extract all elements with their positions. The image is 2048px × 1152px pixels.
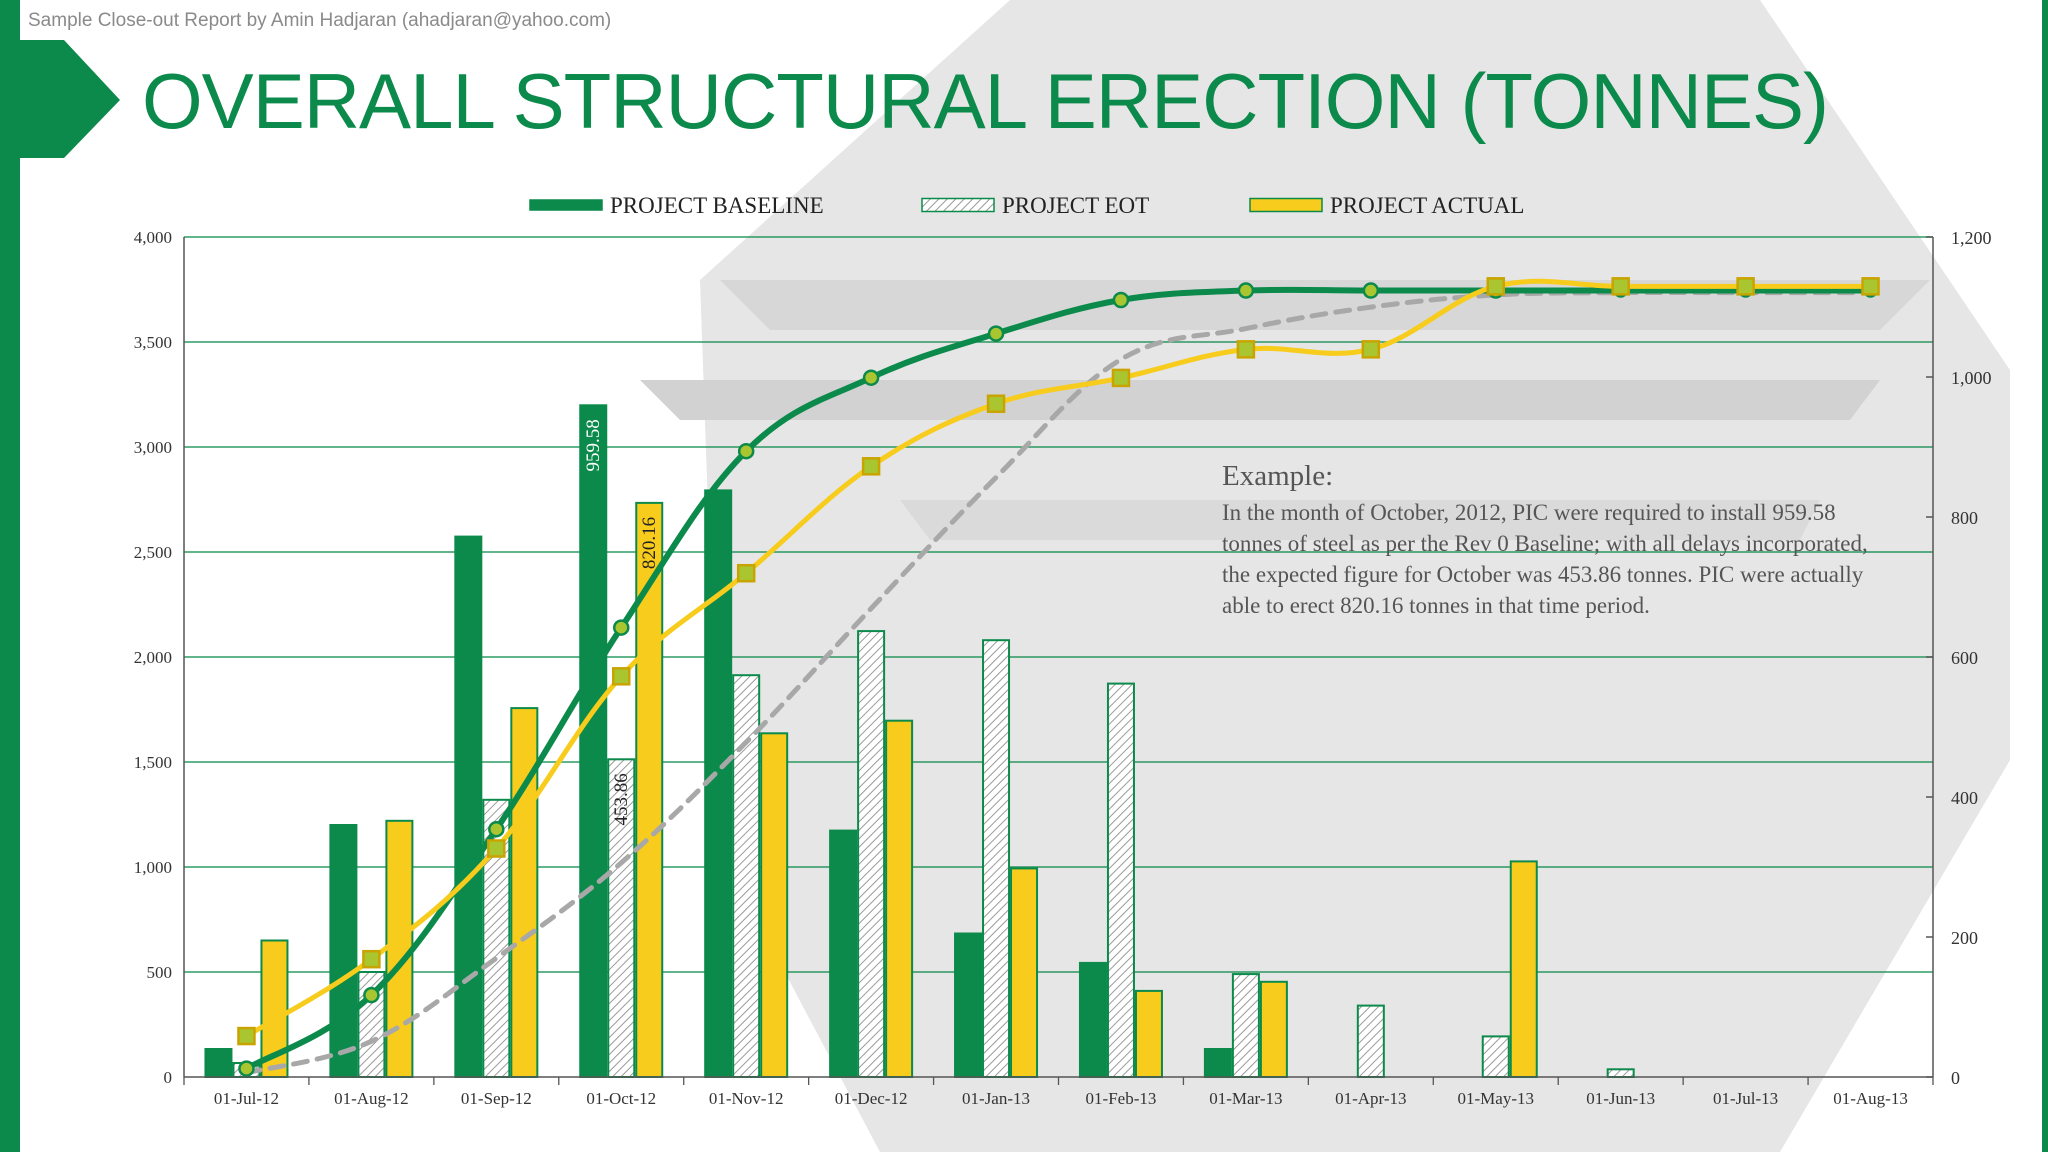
bg-band-3	[900, 500, 1820, 540]
bg-band-2	[640, 380, 1880, 420]
bar-project-baseline	[329, 824, 358, 1078]
bar-project-actual	[1010, 867, 1039, 1079]
right-tick-label: 600	[1951, 648, 1978, 668]
bar-project-baseline	[1203, 1048, 1232, 1078]
example-annotation: Example: In the month of October, 2012, …	[1222, 460, 1892, 621]
x-tick-label: 01-Feb-13	[1086, 1089, 1157, 1108]
legend-swatch-project-eot	[921, 197, 995, 213]
marker-project-actual-cumulative	[861, 457, 881, 476]
x-tick-label: 01-Oct-12	[586, 1089, 656, 1108]
marker-project-baseline-cumulative	[1112, 291, 1130, 309]
annotation-body: In the month of October, 2012, PIC were …	[1222, 500, 1868, 618]
marker-project-actual-cumulative	[1111, 368, 1131, 388]
marker-project-baseline-cumulative	[613, 619, 630, 636]
left-tick-label: 3,000	[134, 438, 172, 457]
legend-swatch-project-baseline	[529, 199, 603, 211]
legend-swatch-project-actual	[1249, 197, 1323, 213]
right-tick-label: 400	[1951, 788, 1978, 808]
bar-project-eot	[1606, 1068, 1635, 1079]
right-accent-bar	[2042, 0, 2048, 1152]
bar-project-actual	[510, 707, 539, 1078]
x-tick-label: 01-Jul-12	[214, 1089, 279, 1108]
marker-project-actual-cumulative	[1736, 277, 1755, 296]
marker-project-actual-cumulative	[1486, 277, 1505, 296]
page-title: OVERALL STRUCTURAL ERECTION (TONNES)	[142, 57, 1829, 145]
x-tick-label: 01-Jan-13	[962, 1089, 1030, 1108]
x-tick-label: 01-Jun-13	[1586, 1089, 1655, 1108]
x-tick-label: 01-Dec-12	[835, 1089, 908, 1108]
x-tick-label: 01-May-13	[1458, 1089, 1534, 1108]
data-label-project-actual: 820.16	[639, 517, 660, 569]
marker-project-baseline-cumulative	[238, 1060, 255, 1077]
right-tick-label: 800	[1951, 508, 1978, 528]
right-tick-label: 1,200	[1951, 228, 1992, 248]
left-accent-bar	[0, 0, 20, 1152]
legend-label-project-actual: PROJECT ACTUAL	[1330, 193, 1524, 218]
right-tick-label: 0	[1951, 1068, 1960, 1088]
bar-project-eot	[1106, 682, 1135, 1078]
bar-project-eot	[732, 674, 761, 1078]
x-tick-label: 01-Nov-12	[709, 1089, 784, 1108]
marker-project-actual-cumulative	[612, 667, 631, 686]
data-label-project-eot: 453.86	[611, 773, 632, 825]
bar-project-baseline	[829, 829, 858, 1078]
bar-project-eot	[1231, 973, 1260, 1078]
bar-project-baseline	[954, 932, 983, 1078]
bar-project-eot	[982, 639, 1011, 1078]
bar-project-baseline	[454, 535, 483, 1078]
x-tick-label: 01-Jul-13	[1713, 1089, 1778, 1108]
left-tick-label: 3,500	[134, 333, 172, 352]
bar-project-baseline	[579, 404, 608, 1078]
left-tick-label: 4,000	[134, 228, 172, 247]
legend-label-project-eot: PROJECT EOT	[1002, 193, 1149, 218]
marker-project-baseline-cumulative	[363, 986, 380, 1004]
bar-project-actual	[1134, 989, 1163, 1079]
marker-project-baseline-cumulative	[862, 369, 880, 386]
bar-project-eot	[1481, 1035, 1510, 1079]
bar-project-baseline	[1078, 961, 1107, 1079]
x-tick-label: 01-Aug-12	[334, 1089, 409, 1108]
credit-text: Sample Close-out Report by Amin Hadjaran…	[28, 10, 612, 31]
bar-project-eot	[1356, 1004, 1385, 1078]
marker-project-actual-cumulative	[736, 563, 756, 583]
bar-project-actual	[1509, 860, 1538, 1079]
left-tick-label: 2,000	[134, 648, 172, 667]
bar-project-eot	[857, 630, 886, 1078]
left-tick-label: 0	[164, 1068, 173, 1087]
left-tick-label: 1,000	[134, 858, 172, 877]
annotation-heading: Example:	[1222, 460, 1334, 492]
bar-project-baseline	[704, 489, 733, 1078]
legend-label-project-baseline: PROJECT BASELINE	[610, 193, 824, 218]
bar-project-actual	[760, 732, 789, 1078]
marker-project-actual-cumulative	[1361, 340, 1381, 359]
x-tick-label: 01-Apr-13	[1335, 1089, 1406, 1108]
marker-project-actual-cumulative	[1236, 340, 1256, 359]
right-tick-label: 200	[1951, 928, 1978, 948]
bar-project-actual	[1259, 980, 1288, 1078]
marker-project-baseline-cumulative	[987, 325, 1005, 342]
marker-project-actual-cumulative	[1861, 277, 1880, 296]
marker-project-actual-cumulative	[1611, 277, 1630, 296]
marker-project-baseline-cumulative	[737, 442, 755, 460]
bar-project-actual	[385, 819, 414, 1078]
marker-project-baseline-cumulative	[488, 820, 505, 838]
marker-project-actual-cumulative	[362, 949, 381, 969]
data-label-project-baseline: 959.58	[583, 419, 604, 471]
title-arrow-icon	[20, 40, 120, 158]
left-tick-label: 2,500	[134, 543, 172, 562]
marker-project-baseline-cumulative	[1237, 282, 1255, 299]
bar-project-actual	[885, 719, 914, 1078]
bar-project-baseline	[204, 1048, 233, 1078]
marker-project-actual-cumulative	[487, 839, 506, 858]
marker-project-baseline-cumulative	[1362, 282, 1380, 299]
x-tick-label: 01-Aug-13	[1833, 1089, 1908, 1108]
left-tick-label: 1,500	[134, 753, 172, 772]
x-tick-label: 01-Sep-12	[461, 1089, 532, 1108]
marker-project-actual-cumulative	[986, 394, 1006, 413]
marker-project-actual-cumulative	[237, 1026, 256, 1046]
x-tick-label: 01-Mar-13	[1209, 1089, 1282, 1108]
right-tick-label: 1,000	[1951, 368, 1992, 388]
left-tick-label: 500	[147, 963, 173, 982]
